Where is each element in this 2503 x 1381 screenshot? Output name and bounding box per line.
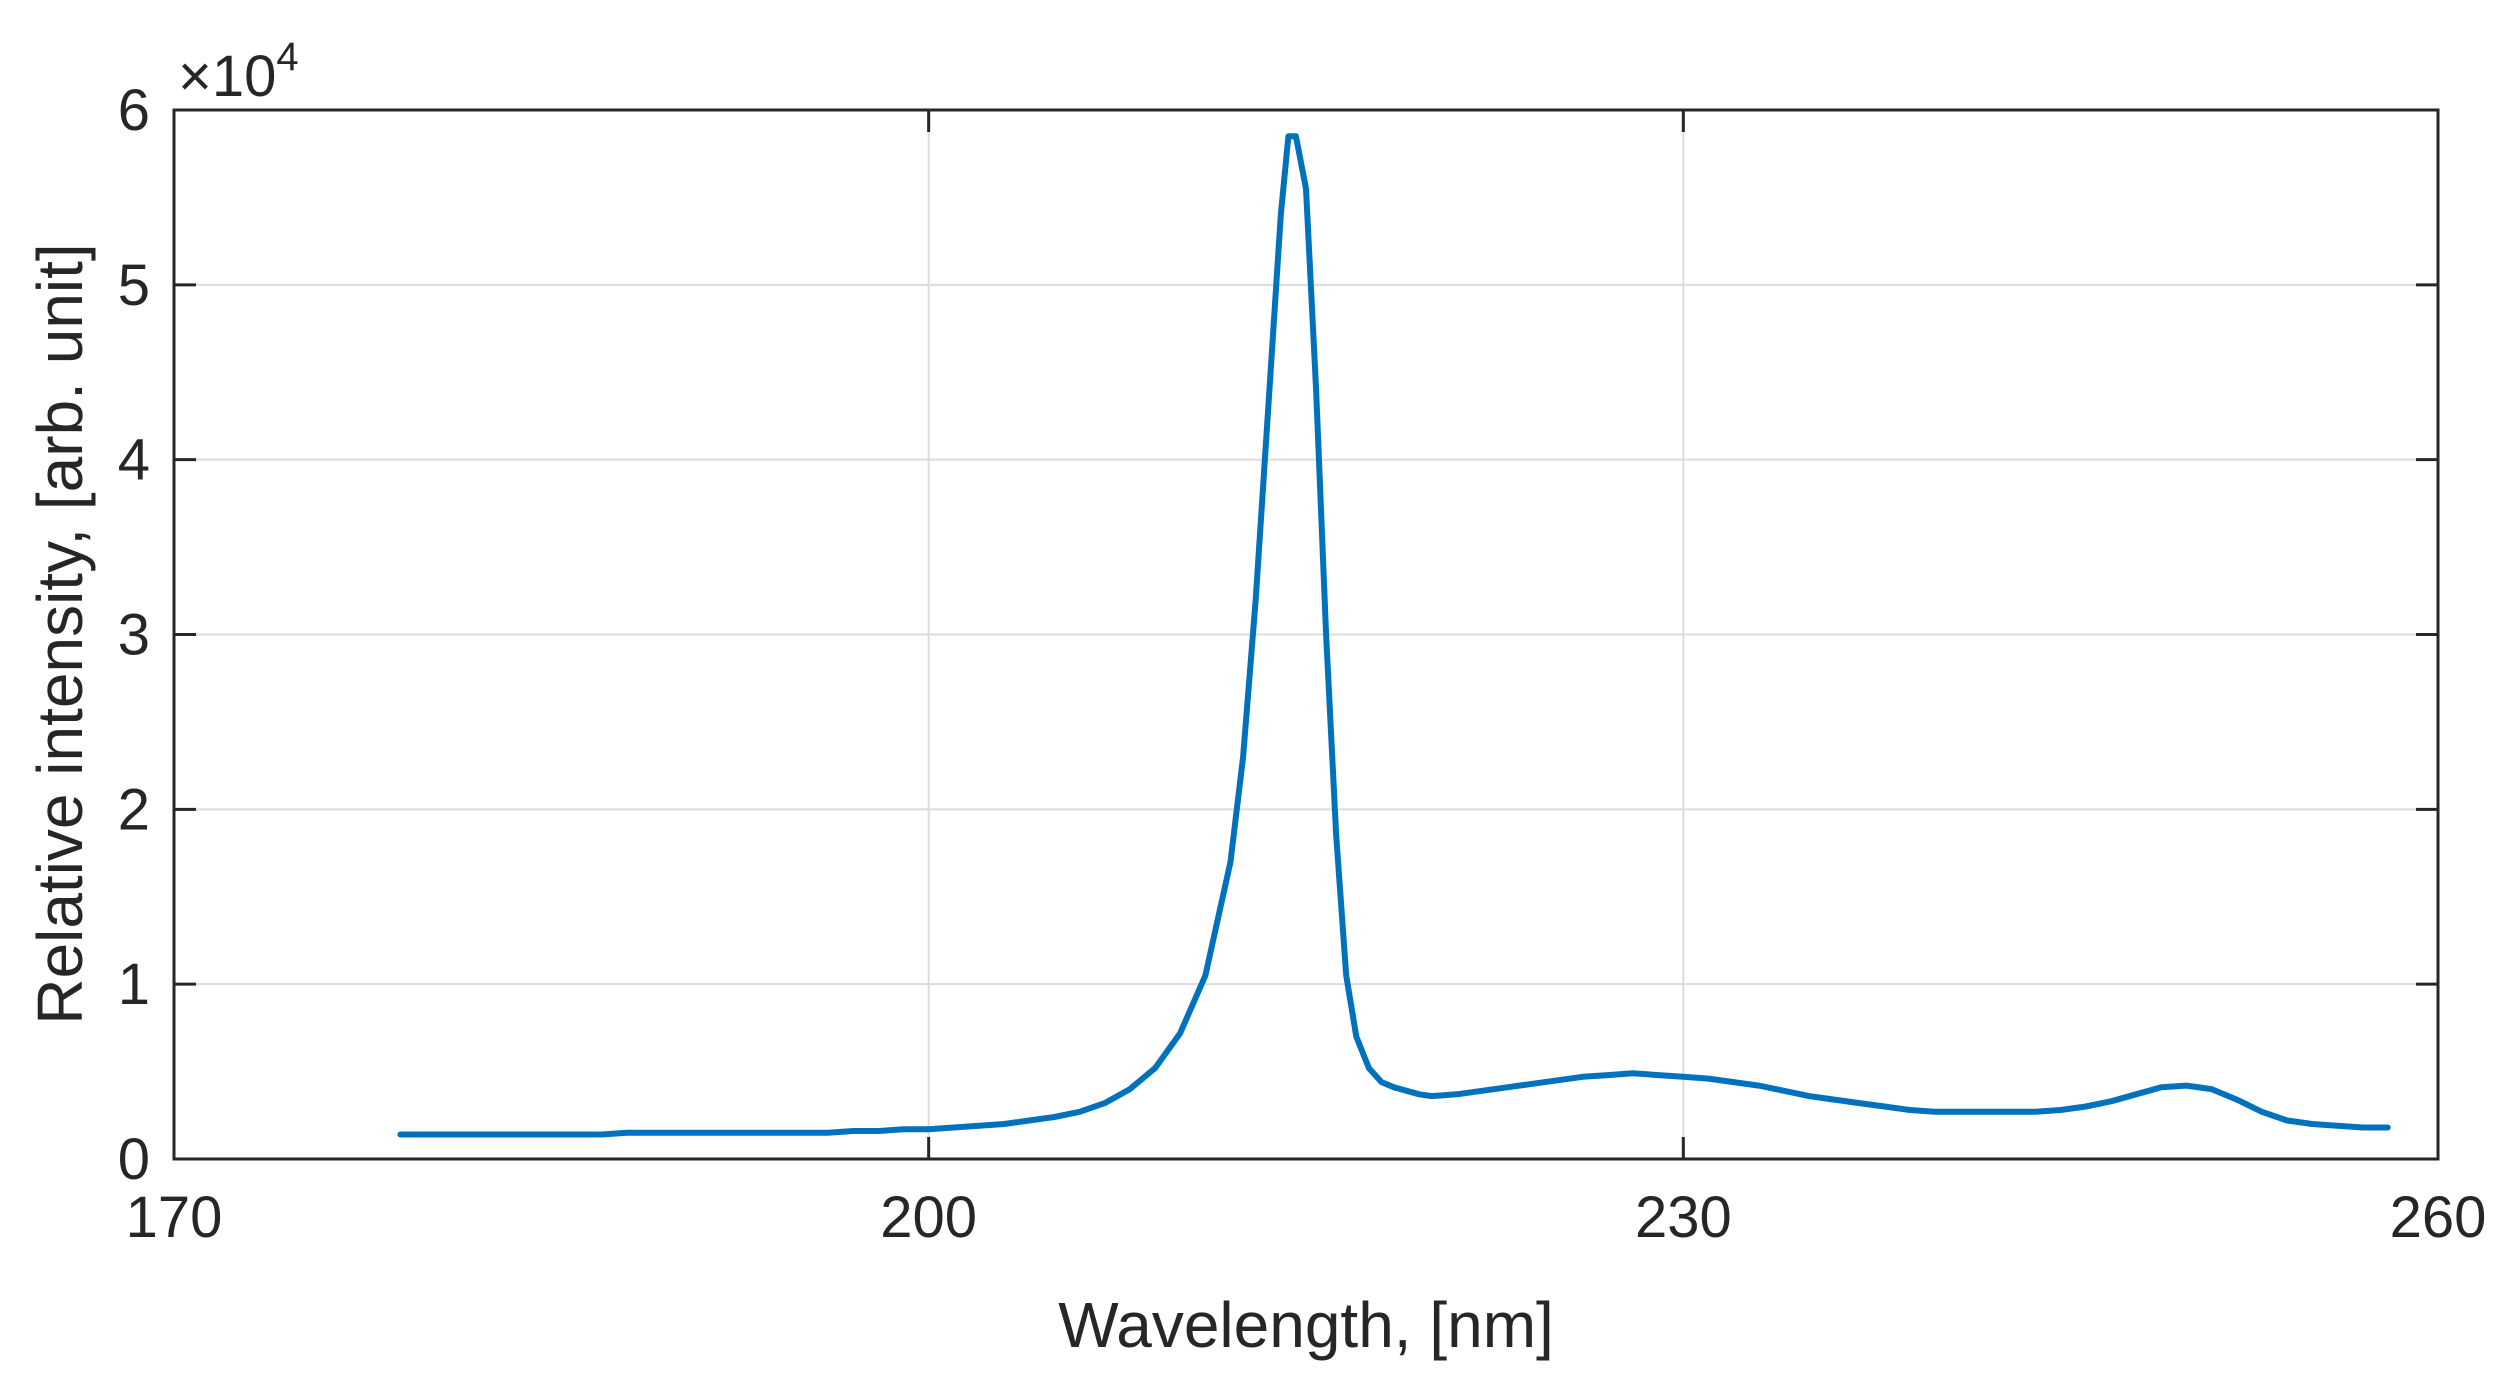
x-tick-label: 260: [2390, 1185, 2487, 1250]
y-tick-label: 4: [118, 428, 150, 493]
y-tick-label: 5: [118, 253, 150, 318]
y-axis-multiplier: ×104: [178, 35, 299, 109]
y-tick-label: 1: [118, 952, 150, 1017]
y-tick-label: 6: [118, 78, 150, 143]
y-tick-label: 3: [118, 603, 150, 668]
y-multiplier-base: ×10: [178, 44, 276, 109]
x-tick-label: 170: [126, 1185, 223, 1250]
y-tick-label: 2: [118, 777, 150, 842]
x-tick-label: 200: [880, 1185, 977, 1250]
gridlines: [174, 110, 2438, 1159]
x-tick-label: 230: [1635, 1185, 1732, 1250]
series-layer: [397, 133, 2391, 1138]
y-axis-label: Relative intensity, [arb. unit]: [24, 243, 96, 1024]
tick-marks: [172, 108, 2440, 1161]
y-tick-label: 0: [118, 1127, 150, 1192]
spectrum-line: [397, 133, 2391, 1138]
y-multiplier-exponent: 4: [276, 35, 298, 79]
x-axis-label: Wavelength, [nm]: [1058, 1289, 1554, 1361]
x-tick-labels: 170 200 230 260: [126, 1185, 2487, 1250]
y-tick-labels: 0 1 2 3 4 5 6: [118, 78, 150, 1192]
